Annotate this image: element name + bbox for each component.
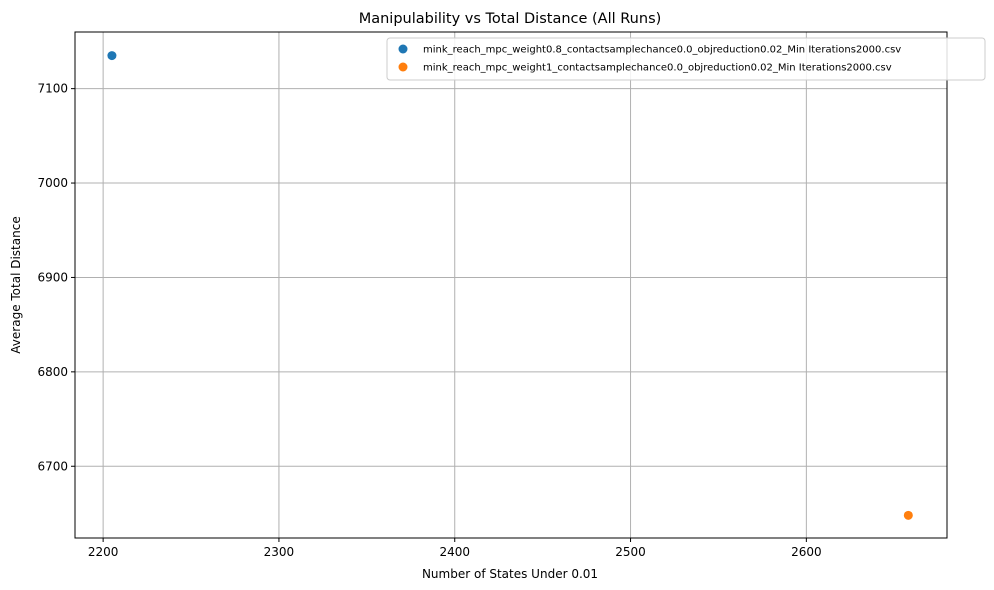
y-tick-label: 7000 — [37, 176, 68, 190]
plot-frame — [74, 31, 948, 539]
legend-entry-label: mink_reach_mpc_weight0.8_contactsamplech… — [423, 45, 901, 56]
y-axis-label: Average Total Distance — [9, 216, 23, 353]
y-tick-label: 7100 — [37, 82, 68, 96]
x-tick-label: 2300 — [264, 545, 295, 559]
x-tick-label: 2200 — [88, 545, 119, 559]
x-tick-label: 2500 — [615, 545, 646, 559]
legend-marker — [398, 44, 408, 54]
y-tick-label: 6800 — [37, 365, 68, 379]
legend: mink_reach_mpc_weight0.8_contactsamplech… — [386, 37, 986, 81]
y-tick-label: 6700 — [37, 459, 68, 473]
x-axis-ticks: 2200 2300 2400 2500 2600 — [88, 538, 822, 559]
data-point — [107, 51, 117, 61]
y-axis-ticks: 6700 6800 6900 7000 7100 — [37, 82, 75, 473]
chart-title: Manipulability vs Total Distance (All Ru… — [359, 11, 662, 27]
x-tick-label: 2600 — [791, 545, 822, 559]
data-point — [903, 510, 913, 520]
legend-entry-label: mink_reach_mpc_weight1_contactsamplechan… — [423, 63, 892, 74]
x-tick-label: 2400 — [439, 545, 470, 559]
x-axis-label: Number of States Under 0.01 — [422, 567, 598, 581]
data-points — [107, 51, 913, 520]
grid-lines — [75, 32, 947, 538]
legend-box — [386, 37, 986, 81]
y-tick-label: 6900 — [37, 270, 68, 284]
legend-marker — [398, 62, 408, 72]
